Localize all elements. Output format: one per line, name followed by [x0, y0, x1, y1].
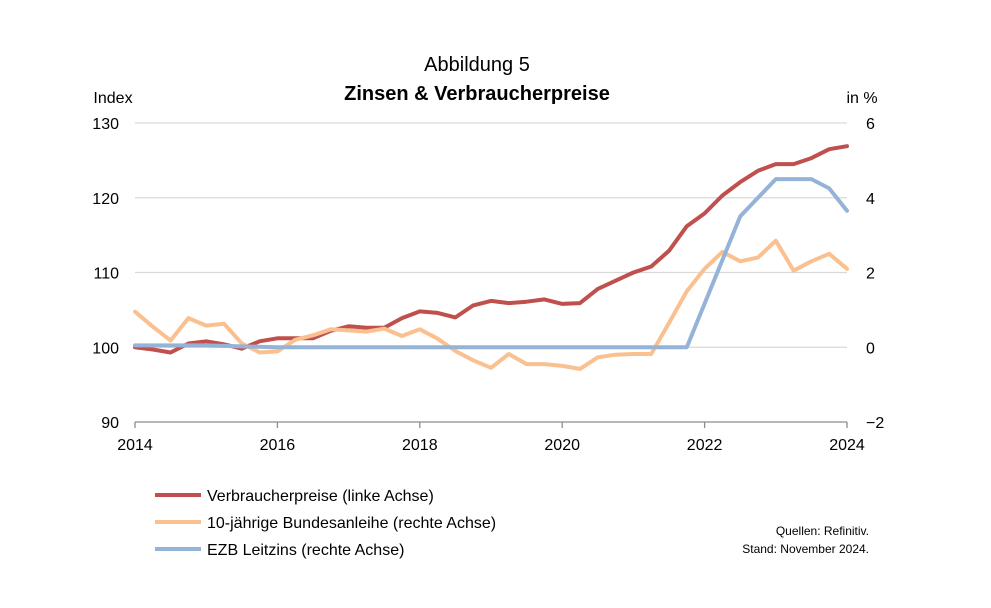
y-left-tick-label: 100 — [92, 340, 119, 357]
x-tick-label: 2014 — [117, 437, 153, 454]
gridlines — [135, 122, 847, 348]
x-tick-label: 2022 — [687, 437, 723, 454]
source-note: Quellen: Refinitiv. Stand: November 2024… — [742, 522, 869, 558]
series-line-2 — [133, 238, 849, 371]
legend-label-3: EZB Leitzins (rechte Achse) — [207, 542, 404, 559]
y-right-axis-label: in % — [846, 90, 877, 107]
y-left-axis-label: Index — [93, 90, 132, 107]
x-tick-label: 2016 — [260, 437, 296, 454]
y-right-tick-label: 0 — [866, 340, 875, 357]
y-left-tick-label: 110 — [93, 266, 119, 283]
legend-label-1: Verbraucherpreise (linke Achse) — [207, 488, 434, 505]
y-right-tick-label: 4 — [866, 191, 875, 208]
y-right-tick-label: −2 — [866, 415, 884, 432]
y-left-tick-label: 120 — [92, 191, 119, 208]
series-line-1 — [133, 144, 849, 355]
legend: Verbraucherpreise (linke Achse) 10-jährig… — [155, 488, 496, 559]
y-left-tick-label: 130 — [92, 116, 119, 133]
chart-title: Abbildung 5 — [424, 54, 530, 76]
series-line-3 — [133, 177, 849, 350]
source-line: Quellen: Refinitiv. — [775, 524, 869, 538]
y-left-tick-label: 90 — [101, 415, 119, 432]
y-right-ticks: 6 4 2 0 −2 — [866, 116, 884, 432]
x-tick-label: 2024 — [829, 437, 865, 454]
date-line: Stand: November 2024. — [742, 542, 869, 556]
x-tick-label: 2020 — [544, 437, 580, 454]
legend-label-2: 10-jährige Bundesanleihe (rechte Achse) — [207, 515, 496, 532]
axis-lines — [134, 421, 848, 428]
y-right-tick-label: 6 — [866, 116, 875, 133]
y-right-tick-label: 2 — [866, 266, 875, 283]
chart-subtitle: Zinsen & Verbraucherpreise — [344, 83, 610, 105]
x-tick-label: 2018 — [402, 437, 438, 454]
y-left-ticks: 130 120 110 100 90 — [92, 116, 119, 432]
series-lines — [133, 144, 849, 371]
x-ticks: 2014 2016 2018 2020 2022 2024 — [117, 437, 865, 454]
